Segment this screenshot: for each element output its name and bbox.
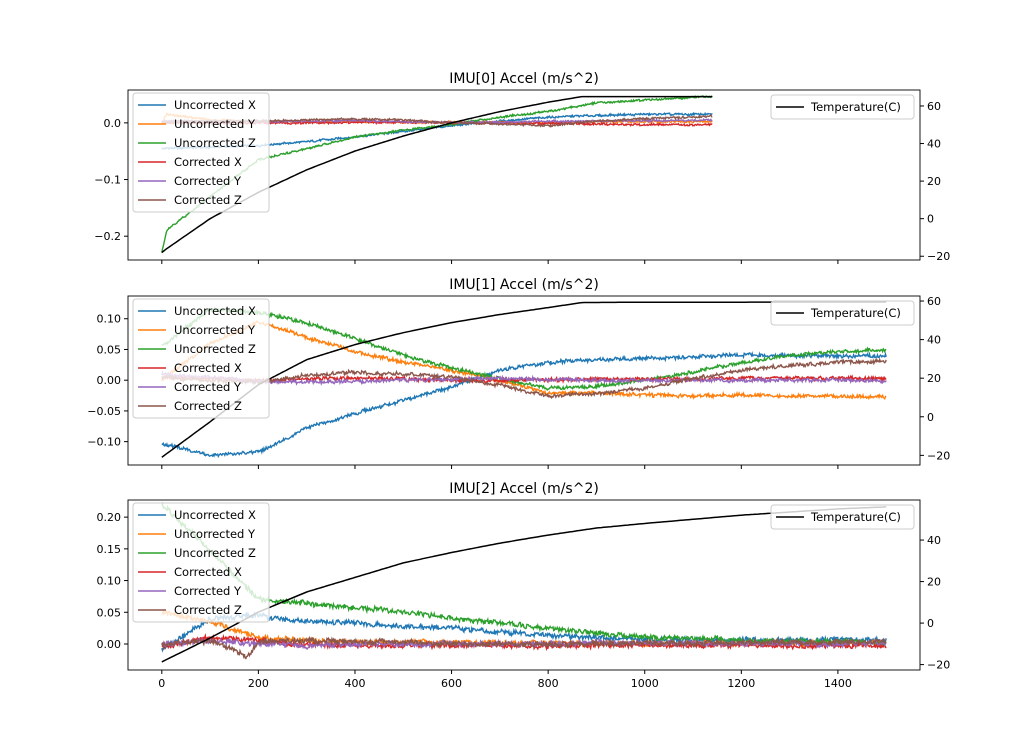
legend-label: Uncorrected Y <box>174 527 256 541</box>
y-tick-label: 0.00 <box>97 374 122 387</box>
legend-left: Uncorrected X Uncorrected Y Uncorrected Z C… <box>132 298 270 419</box>
legend-right: Temperature(C) <box>770 504 915 530</box>
y2-tick-label: −20 <box>927 659 950 672</box>
y2-tick-label: 40 <box>927 534 941 547</box>
y-tick-label: −0.2 <box>94 230 121 243</box>
y2-tick-label: 20 <box>927 175 941 188</box>
series-line-corrected-z <box>161 357 887 400</box>
series-line-uncorrected-z <box>161 306 887 392</box>
y2-tick-label: 0 <box>927 411 934 424</box>
y-tick-label: −0.10 <box>87 436 121 449</box>
temperature-line <box>161 301 887 458</box>
legend-label: Temperature(C) <box>810 306 901 320</box>
legend-box <box>132 502 270 623</box>
legend-box <box>770 300 915 326</box>
legend-box <box>132 92 270 213</box>
temperature-line <box>161 506 887 663</box>
subplot-2: IMU[2] Accel (m/s^2) 0.20 0.15 0.10 0.05 0.00… <box>97 481 951 690</box>
subplot-0: IMU[0] Accel (m/s^2) 0.0 −0.1 −0.2 60 40 20 0 −2… <box>94 71 950 264</box>
axes-frame <box>127 89 921 261</box>
legend-box <box>132 298 270 419</box>
y-tick-label: 0.0 <box>104 117 122 130</box>
y-tick-label: 0.00 <box>97 638 122 651</box>
legend-label: Uncorrected X <box>174 304 256 318</box>
series-line-corrected-y <box>161 370 887 387</box>
y-tick-label: −0.05 <box>87 405 121 418</box>
series-line-uncorrected-y <box>161 319 887 401</box>
legend-label: Corrected Z <box>174 193 242 207</box>
subplot-title: IMU[2] Accel (m/s^2) <box>449 481 599 497</box>
legend-label: Uncorrected Z <box>174 136 256 150</box>
legend-label: Corrected Y <box>174 380 242 394</box>
subplot-1: IMU[1] Accel (m/s^2) 0.10 0.05 0.00 −0.05 −0.… <box>87 277 950 469</box>
legend-label: Corrected Y <box>174 584 242 598</box>
x-tick-label: 200 <box>248 677 269 690</box>
x-tick-label: 400 <box>344 677 365 690</box>
legend-label: Corrected X <box>174 155 242 169</box>
axes-frame <box>127 499 921 671</box>
legend-label: Corrected Y <box>174 174 242 188</box>
y-tick-label: 0.05 <box>97 606 122 619</box>
y2-tick-label: −20 <box>927 449 950 462</box>
legend-label: Uncorrected Z <box>174 546 256 560</box>
legend-label: Temperature(C) <box>810 100 901 114</box>
y-tick-label: 0.05 <box>97 343 122 356</box>
subplot-title: IMU[1] Accel (m/s^2) <box>449 277 599 293</box>
legend-label: Uncorrected Z <box>174 342 256 356</box>
legend-label: Temperature(C) <box>810 510 901 524</box>
y2-tick-label: −20 <box>927 250 950 263</box>
legend-left: Uncorrected X Uncorrected Y Uncorrected Z C… <box>132 92 270 213</box>
series-line-uncorrected-x <box>161 350 887 459</box>
x-tick-label: 1000 <box>631 677 659 690</box>
legend-label: Corrected X <box>174 361 242 375</box>
legend-label: Uncorrected Y <box>174 323 256 337</box>
x-tick-label: 800 <box>538 677 559 690</box>
y2-tick-label: 20 <box>927 372 941 385</box>
x-tick-label: 1200 <box>727 677 755 690</box>
y-tick-label: 0.10 <box>97 313 122 326</box>
lines <box>161 501 887 663</box>
y2-tick-label: 20 <box>927 576 941 589</box>
legend-label: Corrected Z <box>174 399 242 413</box>
legend-label: Uncorrected X <box>174 98 256 112</box>
legend-box <box>770 94 915 120</box>
subplot-title: IMU[0] Accel (m/s^2) <box>449 71 599 87</box>
series-line-corrected-z <box>161 635 887 660</box>
y2-tick-label: 40 <box>927 138 941 151</box>
lines <box>161 301 887 459</box>
y2-tick-label: 60 <box>927 295 941 308</box>
y-tick-label: 0.20 <box>97 511 122 524</box>
y2-tick-label: 0 <box>927 617 934 630</box>
x-tick-label: 1400 <box>824 677 852 690</box>
legend-left: Uncorrected X Uncorrected Y Uncorrected Z C… <box>132 502 270 623</box>
y-tick-label: −0.1 <box>94 174 121 187</box>
legend-label: Corrected X <box>174 565 242 579</box>
y-tick-label: 0.15 <box>97 543 122 556</box>
x-tick-label: 600 <box>441 677 462 690</box>
legend-right: Temperature(C) <box>770 94 915 120</box>
legend-right: Temperature(C) <box>770 300 915 326</box>
y2-tick-label: 60 <box>927 100 941 113</box>
y2-tick-label: 40 <box>927 334 941 347</box>
y2-tick-label: 0 <box>927 213 934 226</box>
legend-label: Corrected Z <box>174 603 242 617</box>
legend-box <box>770 504 915 530</box>
x-tick-label: 0 <box>158 677 165 690</box>
legend-label: Uncorrected Y <box>174 117 256 131</box>
legend-label: Uncorrected X <box>174 508 256 522</box>
y-tick-label: 0.10 <box>97 575 122 588</box>
